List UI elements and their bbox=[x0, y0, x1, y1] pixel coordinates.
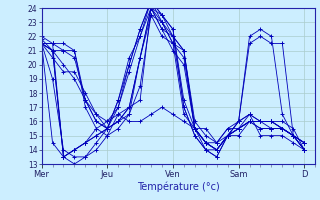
X-axis label: Température (°c): Température (°c) bbox=[137, 181, 220, 192]
